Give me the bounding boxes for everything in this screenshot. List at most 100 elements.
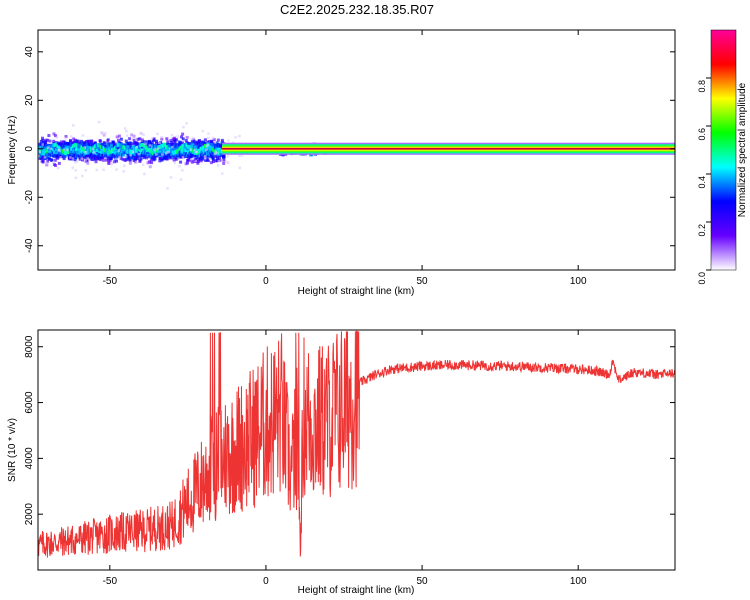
spectrogram-cell [207,140,211,144]
spectrogram-cell [169,176,173,179]
spectrogram-cell [222,155,226,159]
spectrogram-cell [145,141,149,145]
spectrogram-cell [100,131,104,135]
spectrogram-cell [89,157,93,161]
spectrogram-cell [69,139,72,142]
spectrogram-cell [173,156,177,159]
spectrogram-cell [215,141,219,145]
spectrogram-cell [195,150,198,154]
spectrogram-cell [234,136,237,139]
spectrogram-cell [119,157,123,161]
spectrogram-cell [142,163,145,166]
spectrogram-cell [101,158,105,162]
spectrogram-cell [214,143,218,147]
spectrogram-cell [76,153,80,157]
spectrogram-cell [207,136,210,140]
spectrogram-cell [107,162,111,165]
spectrogram-cell [153,148,156,151]
spectrogram-cell [173,136,177,140]
spectrogram-cell [226,160,229,164]
spectrogram-cell [117,149,121,153]
spectrogram-cell [143,172,146,176]
spectrogram-cell [179,155,183,159]
snr-xtick-label: -50 [103,576,118,587]
spectrogram-cell [125,157,129,161]
spectrogram-cell [49,147,53,151]
spectrogram-cell [192,141,196,145]
spectrogram-cell [142,133,145,137]
spectrogram-cell [104,158,108,162]
spectrogram-cell [171,145,174,149]
snr-xtick-label: 0 [263,576,269,587]
spectrogram-cell [47,134,51,137]
spectrogram-cell [138,159,142,163]
colorbar-ticks: 0.0 0.2 0.4 0.6 0.8 [697,77,711,285]
spectrogram-cell [164,151,168,155]
spectrogram-cell [135,145,138,149]
spectrogram-cell [94,160,98,164]
spectrogram-cell [133,153,137,157]
snr-xtick-label: 100 [570,576,587,587]
spectrogram-cell [281,153,285,157]
spectrogram-cell [181,132,185,136]
spectrogram-cell [170,133,174,137]
snr-ytick-label: 2000 [24,503,35,526]
spectrogram-cell [46,138,50,142]
spectrogram-cell [48,157,52,161]
spectrogram-cell [91,158,95,162]
spectrogram-cell [148,159,152,163]
spectrogram-cell [39,154,43,158]
spectrogram-cell [81,174,84,178]
spectrogram-cell [153,157,157,161]
spectrogram-axes: -50 0 50 100 -40 -20 0 20 40 [24,30,675,287]
spectrogram-cell [166,151,170,154]
spectrogram-cell [130,133,134,137]
spectrogram-cell [160,157,164,161]
spectrogram-cell [173,145,176,149]
spectrogram-cell [240,154,244,157]
spectrogram-cell [59,154,63,158]
spectrogram-cell [60,155,64,159]
spectrogram-cell [197,141,201,145]
spectrogram-cell [211,157,215,161]
spectrogram-cell [132,157,136,161]
spectrogram-cell [42,148,46,151]
spectrogram-cell [194,159,197,163]
spectrogram-cell [189,148,192,151]
spectrogram-cell [193,148,196,152]
spectrogram-cell [204,157,207,160]
snr-ytick-label: 8000 [24,335,35,358]
spectrogram-cell [56,166,60,170]
spectrogram-cell [206,149,210,153]
spectrogram-cell [109,146,113,150]
spectrogram-cell [62,140,66,144]
spectrogram-xtick-label: 100 [570,276,587,287]
spectrogram-cell [184,139,188,142]
colorbar-tick-label: 0.0 [697,272,707,285]
spectrogram-cell [206,159,210,162]
spectrogram-cell [134,157,138,161]
spectrogram-cell [96,148,100,152]
spectrogram-cell [53,150,57,154]
spectrogram-cell [38,143,42,147]
spectrogram-cell [135,161,138,164]
spectrogram-cell [190,153,194,157]
spectrogram-cell [92,154,95,158]
spectrogram-cell [59,140,63,144]
spectrogram-cell [188,145,193,150]
spectrogram-cell [64,135,68,139]
spectrogram-cell [48,139,52,143]
spectrogram-cell [187,142,191,146]
spectrogram-cell [41,160,45,164]
spectrogram-cell [196,153,200,157]
spectrogram-cell [201,157,205,161]
spectrogram-cell [210,143,214,146]
spectrogram-cell [168,145,172,149]
spectrogram-cell [130,156,134,160]
spectrogram-cell [43,139,47,143]
spectrogram-cell [84,169,88,172]
spectrogram-cell [54,134,58,138]
spectrogram-cell [85,142,89,146]
spectrogram-cell [55,136,59,139]
colorbar-tick-label: 0.8 [697,80,707,93]
